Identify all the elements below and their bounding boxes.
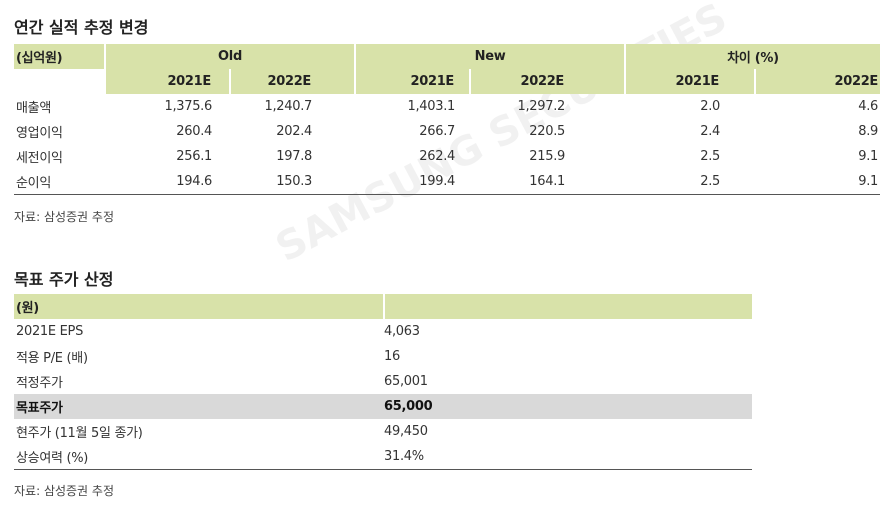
- row-label: 목표주가: [14, 394, 384, 419]
- blank: [14, 69, 106, 94]
- cell-value: 8.9: [858, 124, 879, 139]
- cell-value: 65,001: [384, 374, 428, 389]
- section-title: 연간 실적 추정 변경: [14, 18, 149, 37]
- cell-value: 2.5: [700, 149, 721, 164]
- row-label: 2021E EPS: [16, 324, 84, 339]
- year-header: 2021E: [355, 69, 472, 94]
- cell-value: 2.5: [625, 169, 756, 195]
- source-note: 자료: 삼성증권 추정: [14, 484, 114, 498]
- cell-value: 150.3: [230, 169, 356, 195]
- cell-value: 4.6: [858, 99, 879, 114]
- row-label: 현주가 (11월 5일 종가): [16, 426, 143, 441]
- group-header: 차이 (%): [625, 44, 881, 69]
- year-header: 2022E: [230, 69, 357, 94]
- cell-value: 197.8: [276, 149, 313, 164]
- data-row: 매출액 1,375.6 1,240.7 1,403.1 1,297.2 2.0 4.6: [14, 94, 880, 119]
- row-label: 순이익: [14, 169, 105, 195]
- cell-value: 16: [384, 349, 400, 364]
- blank-header: [384, 294, 752, 319]
- unit-label: (원): [14, 294, 385, 319]
- estimate-table: (십억원) Old New 차이 (%) 2021E 2022E 2021E 2022E 202…: [14, 44, 881, 195]
- cell-value: 260.4: [176, 124, 212, 139]
- cell-value: 1,240.7: [264, 99, 313, 114]
- cell-value: 202.4: [276, 124, 313, 139]
- data-row: 세전이익 256.1 197.8 262.4 215.9 2.5 9.1: [14, 144, 880, 169]
- cell-value: 199.4: [355, 169, 471, 195]
- header-row: (십억원) Old New 차이 (%): [14, 44, 881, 69]
- data-row: 영업이익 260.4 202.4 266.7 220.5 2.4 8.9: [14, 119, 880, 144]
- source-note: 자료: 삼성증권 추정: [14, 210, 114, 224]
- row-label: 영업이익: [16, 126, 63, 141]
- year-header: 2021E: [625, 69, 757, 94]
- cell-value: 256.1: [176, 149, 212, 164]
- data-row: 순이익 194.6 150.3 199.4 164.1 2.5 9.1: [14, 169, 881, 195]
- cell-value: 31.4%: [384, 444, 752, 470]
- cell-value: 2.0: [700, 99, 721, 114]
- cell-value: 4,063: [384, 324, 420, 339]
- group-header: New: [355, 44, 627, 69]
- cell-value: 49,450: [384, 424, 428, 439]
- header-row: 2021E 2022E 2021E 2022E 2021E 2022E: [14, 69, 881, 94]
- cell-value: 164.1: [470, 169, 626, 195]
- unit-label: (십억원): [14, 44, 106, 69]
- cell-value: 220.5: [529, 124, 566, 139]
- row-label: 매출액: [16, 101, 51, 116]
- target-price-table: (원) 2021E EPS 4,063 적용 P/E (배) 16 적정주가 65,001 목…: [14, 294, 752, 470]
- cell-value: 266.7: [419, 124, 456, 139]
- year-header: 2022E: [470, 69, 627, 94]
- row-label: 적용 P/E (배): [16, 351, 88, 366]
- cell-value: 2.4: [700, 124, 721, 139]
- year-header: 2022E: [755, 69, 881, 94]
- data-row: 현주가 (11월 5일 종가) 49,450: [14, 419, 752, 444]
- data-row: 2021E EPS 4,063: [14, 319, 752, 344]
- cell-value: 1,375.6: [164, 99, 212, 114]
- row-label: 적정주가: [16, 376, 63, 391]
- cell-value: 65,000: [384, 394, 752, 419]
- row-label: 세전이익: [16, 151, 63, 166]
- data-row: 적용 P/E (배) 16: [14, 344, 752, 369]
- row-label: 상승여력 (%): [14, 444, 384, 470]
- cell-value: 1,403.1: [407, 99, 456, 114]
- year-header: 2021E: [105, 69, 231, 94]
- cell-value: 262.4: [419, 149, 456, 164]
- cell-value: 9.1: [858, 149, 879, 164]
- section-title: 목표 주가 산정: [14, 270, 114, 289]
- cell-value: 9.1: [755, 169, 881, 195]
- cell-value: 194.6: [105, 169, 230, 195]
- data-row: 적정주가 65,001: [14, 369, 752, 394]
- cell-value: 215.9: [529, 149, 566, 164]
- header-row: (원): [14, 294, 752, 319]
- data-row: 상승여력 (%) 31.4%: [14, 444, 752, 470]
- group-header: Old: [105, 44, 357, 69]
- cell-value: 1,297.2: [517, 99, 566, 114]
- data-row: 목표주가 65,000: [14, 394, 752, 419]
